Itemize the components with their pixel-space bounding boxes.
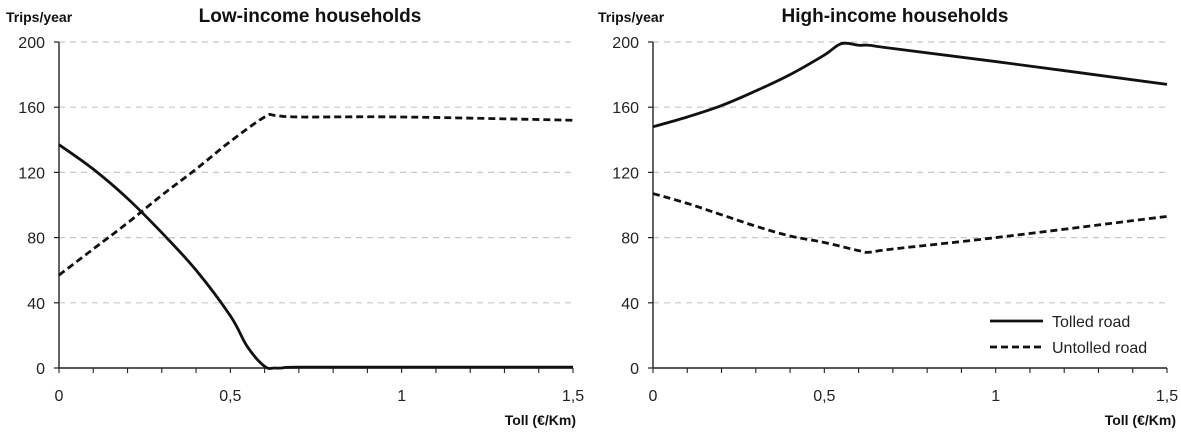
y-axis-label: Trips/year xyxy=(598,9,665,25)
x-axis-label: Toll (€/Km) xyxy=(1105,412,1176,428)
legend-label: Tolled road xyxy=(1052,314,1130,331)
x-tick-label: 0 xyxy=(649,388,658,405)
y-tick-label: 80 xyxy=(27,231,45,248)
y-tick-label: 0 xyxy=(630,361,639,378)
series-line-tolled-road xyxy=(652,41,1168,129)
chart-title: Low-income households xyxy=(199,6,422,27)
x-tick-label: 0 xyxy=(55,388,64,405)
x-tick-label: 0,5 xyxy=(813,388,835,405)
y-tick-label: 40 xyxy=(27,296,45,313)
x-tick-label: 1 xyxy=(397,388,406,405)
chart-panel-1: 0 40 80 120 160 200 0 0,5 1 1,5 Low-income househo… xyxy=(6,6,584,428)
x-tick-label: 1,5 xyxy=(1156,388,1178,405)
x-tick-label: 1 xyxy=(991,388,1000,405)
y-tick-label: 80 xyxy=(621,231,639,248)
x-tick-label: 1,5 xyxy=(562,388,584,405)
y-tick-label: 120 xyxy=(18,165,45,182)
legend-label: Untolled road xyxy=(1052,340,1147,357)
y-tick-label: 120 xyxy=(612,165,639,182)
series-line-tolled-road xyxy=(58,143,573,370)
y-tick-label: 200 xyxy=(612,35,639,52)
y-tick-label: 160 xyxy=(18,100,45,117)
legend: Tolled road Untolled road xyxy=(990,314,1147,357)
chart-title: High-income households xyxy=(782,6,1009,27)
y-axis-label: Trips/year xyxy=(6,9,73,25)
y-tick-label: 160 xyxy=(612,100,639,117)
series-line-untolled-road xyxy=(652,192,1168,254)
x-tick-label: 0,5 xyxy=(219,388,241,405)
y-tick-label: 200 xyxy=(18,35,45,52)
series-line-untolled-road xyxy=(58,113,574,277)
y-tick-label: 40 xyxy=(621,296,639,313)
x-axis-label: Toll (€/Km) xyxy=(505,412,576,428)
y-tick-label: 0 xyxy=(36,361,45,378)
chart-panel-2: 0 40 80 120 160 200 0 0,5 1 1,5 High-income househ… xyxy=(598,6,1178,428)
